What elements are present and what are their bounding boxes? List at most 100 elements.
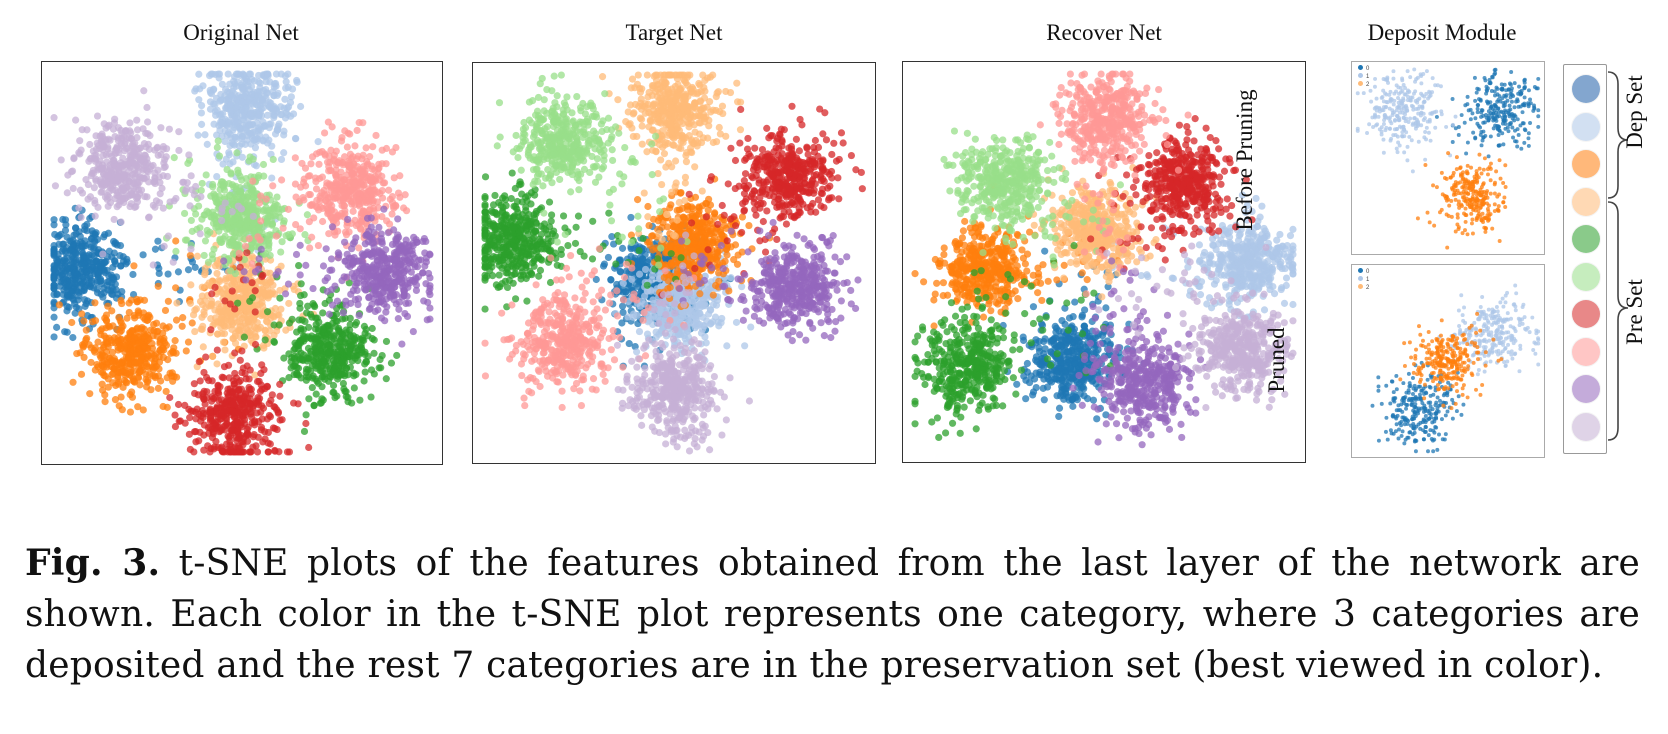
scatter-point	[128, 393, 137, 401]
scatter-point	[251, 417, 259, 425]
scatter-point	[378, 160, 386, 168]
scatter-point	[343, 143, 351, 151]
scatter-point	[83, 334, 91, 342]
scatter-point	[251, 287, 259, 295]
scatter-point	[238, 132, 247, 140]
scatter-point	[114, 380, 122, 388]
scatter-point	[92, 132, 100, 140]
scatter-point	[316, 192, 324, 200]
scatter-point	[149, 261, 157, 269]
scatter-point	[192, 85, 200, 93]
scatter-point	[624, 284, 632, 292]
scatter-point	[301, 231, 309, 239]
scatter-point	[324, 348, 333, 356]
scatter-point	[170, 154, 178, 162]
scatter-point	[61, 328, 69, 336]
scatter-point	[242, 125, 250, 134]
scatter-point	[312, 339, 320, 347]
scatter-point	[240, 268, 248, 276]
scatter-point	[251, 268, 260, 276]
scatter-point	[122, 128, 130, 136]
scatter-point	[243, 303, 251, 311]
scatter-point	[198, 102, 206, 110]
scatter-point	[160, 334, 168, 343]
scatter-point	[72, 224, 80, 232]
scatter-point	[213, 172, 221, 181]
scatter-point	[324, 118, 332, 126]
scatter-point	[257, 369, 265, 378]
scatter-point	[296, 241, 304, 249]
scatter-point	[223, 309, 231, 317]
scatter-point	[394, 189, 403, 197]
scatter-point	[108, 356, 116, 364]
scatter-point	[314, 242, 322, 250]
scatter-point	[228, 217, 236, 225]
scatter-point	[82, 252, 91, 260]
scatter-point	[236, 293, 244, 301]
scatter-point	[258, 361, 266, 369]
scatter-point	[296, 271, 304, 279]
scatter-point	[109, 322, 117, 330]
scatter-point	[135, 178, 143, 186]
scatter-point	[262, 217, 270, 225]
scatter-point	[273, 327, 281, 335]
scatter-point	[260, 344, 268, 352]
scatter-point	[258, 385, 266, 393]
scatter-point	[249, 177, 257, 185]
scatter-point	[195, 96, 203, 104]
scatter-point	[225, 225, 233, 233]
scatter-point	[157, 377, 165, 385]
scatter-point	[215, 276, 223, 284]
scatter-point	[123, 314, 131, 322]
scatter-point	[109, 263, 117, 271]
scatter-point	[191, 327, 199, 336]
scatter-point	[273, 201, 281, 210]
target-net-plot	[472, 62, 876, 464]
scatter-point	[106, 161, 114, 169]
scatter-point	[625, 340, 633, 348]
scatter-point	[159, 402, 167, 411]
scatter-point	[143, 118, 152, 126]
scatter-point	[295, 262, 303, 270]
scatter-point	[372, 131, 380, 140]
scatter-point	[618, 319, 626, 327]
scatter-point	[604, 253, 613, 262]
scatter-point	[50, 114, 58, 122]
scatter-point	[109, 379, 117, 387]
scatter-point	[201, 271, 209, 279]
scatter-point	[296, 225, 304, 233]
scatter-point	[328, 123, 336, 131]
scatter-point	[217, 308, 225, 316]
scatter-point	[283, 448, 292, 456]
scatter-point	[50, 284, 58, 292]
scatter-point	[329, 381, 338, 390]
scatter-point	[175, 128, 183, 136]
scatter-point	[369, 143, 377, 151]
scatter-point	[172, 284, 180, 292]
scatter-point	[347, 290, 355, 298]
scatter-point	[78, 243, 86, 251]
scatter-point	[190, 380, 198, 388]
scatter-point	[86, 390, 94, 398]
scatter-point	[263, 308, 272, 316]
scatter-point	[188, 186, 196, 194]
scatter-point	[281, 72, 289, 80]
scatter-point	[358, 171, 366, 179]
scatter-point	[88, 318, 97, 326]
scatter-point	[313, 314, 321, 322]
scatter-point	[100, 357, 108, 365]
scatter-point	[426, 304, 434, 312]
scatter-point	[110, 119, 119, 127]
scatter-point	[263, 383, 271, 391]
scatter-point	[259, 271, 267, 279]
scatter-point	[126, 119, 134, 127]
scatter-point	[121, 195, 129, 203]
cluster-0	[50, 204, 239, 342]
scatter-point	[338, 133, 346, 142]
scatter-point	[183, 236, 191, 244]
scatter-point	[382, 375, 390, 383]
scatter-point	[230, 408, 238, 416]
scatter-point	[200, 251, 208, 260]
scatter-point	[82, 176, 90, 184]
scatter-point	[126, 191, 134, 199]
